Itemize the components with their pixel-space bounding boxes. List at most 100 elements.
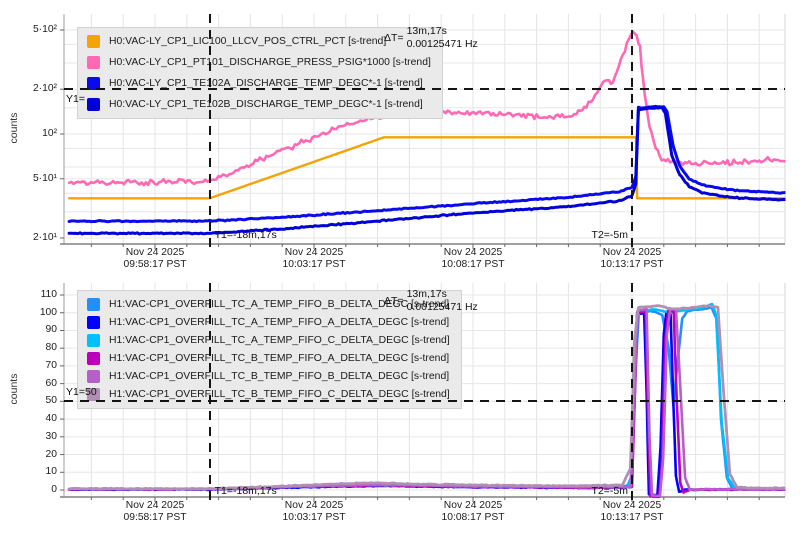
legend-item[interactable]: H0:VAC-LY_CP1_TE102A_DISCHARGE_TEMP_DEGC…	[87, 77, 431, 90]
delta-t-duration: 13m,17s	[406, 25, 447, 37]
series-line-te102a-discharge-temp	[67, 104, 786, 224]
y-axis-tick-label: 100	[39, 306, 57, 318]
tick-date: Nov 24 2025	[284, 247, 344, 258]
tick-date: Nov 24 2025	[602, 247, 662, 258]
cursor-t2-label: T2=-5m	[591, 485, 628, 497]
tick-date: Nov 24 2025	[125, 500, 185, 511]
delta-t-prefix: ΔT=	[384, 32, 404, 44]
y-axis-title: counts	[8, 373, 20, 405]
cursor-t2-line[interactable]	[631, 283, 633, 501]
y-axis-tick-label: 80	[45, 342, 57, 354]
tick-date: Nov 24 2025	[602, 500, 662, 511]
tick-time: 10:13:17 PST	[600, 512, 664, 523]
cursor-y1-label: Y1=50	[66, 386, 97, 398]
y-axis-tick-label: 2·10¹	[32, 232, 57, 243]
y-axis-tick-label: 5·10¹	[32, 172, 57, 184]
cursor-t1-label: T1=-18m,17s	[214, 229, 277, 241]
tick-time: 09:58:17 PST	[123, 259, 187, 270]
legend-item[interactable]: H1:VAC-CP1_OVERFILL_TC_B_TEMP_FIFO_C_DEL…	[87, 388, 450, 401]
tick-date: Nov 24 2025	[284, 500, 344, 511]
tick-date: Nov 24 2025	[443, 500, 503, 511]
legend-bottom: H1:VAC-CP1_OVERFILL_TC_A_TEMP_FIFO_B_DEL…	[77, 290, 462, 409]
cursor-y1-line[interactable]	[64, 88, 785, 91]
y-axis-tick-label: 40	[45, 413, 57, 425]
x-axis-tick-label: Nov 24 2025 10:08:17 PST	[425, 247, 521, 271]
y-axis-tick-label: 50	[45, 395, 57, 407]
y-axis-tick-label: 70	[45, 359, 57, 371]
x-axis-tick-label: Nov 24 2025 10:03:17 PST	[266, 500, 362, 524]
x-axis-tick-label: Nov 24 2025 09:58:17 PST	[107, 247, 203, 271]
tick-time: 10:03:17 PST	[282, 512, 346, 523]
delta-t-prefix: ΔT=	[384, 295, 404, 307]
legend-item-label: H0:VAC-LY_CP1_LIC100_LLCV_POS_CTRL_PCT […	[109, 36, 387, 47]
delta-t-frequency: 0.00125471 Hz	[406, 38, 478, 50]
y-axis-tick-label: 30	[45, 430, 57, 442]
tick-time: 10:03:17 PST	[282, 259, 346, 270]
legend-swatch	[87, 56, 100, 69]
y-axis-tick-label: 90	[45, 324, 57, 336]
cursor-y1-line[interactable]	[64, 400, 785, 403]
legend-item[interactable]: H1:VAC-CP1_OVERFILL_TC_B_TEMP_FIFO_A_DEL…	[87, 352, 450, 365]
x-axis-tick-label: Nov 24 2025 09:58:17 PST	[107, 500, 203, 524]
cursor-t1-label: T1=-18m,17s	[214, 485, 277, 497]
legend-item-label: H1:VAC-CP1_OVERFILL_TC_B_TEMP_FIFO_A_DEL…	[109, 353, 450, 364]
series-line-lic100-llcv-pos	[67, 136, 786, 200]
tick-time: 10:13:17 PST	[600, 259, 664, 270]
delta-t-frequency: 0.00125471 Hz	[406, 301, 478, 313]
legend-top: H0:VAC-LY_CP1_LIC100_LLCV_POS_CTRL_PCT […	[77, 27, 443, 119]
legend-swatch	[87, 35, 100, 48]
cursor-t2-label: T2=-5m	[591, 229, 628, 241]
delta-t-annotation: ΔT= 13m,17s 0.00125471 Hz	[384, 25, 478, 51]
legend-swatch	[87, 370, 100, 383]
legend-item-label: H0:VAC-LY_CP1_TE102B_DISCHARGE_TEMP_DEGC…	[109, 99, 423, 110]
legend-item[interactable]: H1:VAC-CP1_OVERFILL_TC_B_TEMP_FIFO_B_DEL…	[87, 370, 450, 383]
legend-item[interactable]: H1:VAC-CP1_OVERFILL_TC_A_TEMP_FIFO_A_DEL…	[87, 316, 450, 329]
y-axis-tick-label: 0	[51, 484, 57, 495]
y-axis-tick-label: 10²	[42, 128, 57, 139]
tick-time: 10:08:17 PST	[441, 512, 505, 523]
legend-item[interactable]: H1:VAC-CP1_OVERFILL_TC_A_TEMP_FIFO_B_DEL…	[87, 298, 450, 311]
y-axis-title: counts	[8, 112, 20, 144]
series-line-te102b-discharge-temp	[67, 106, 786, 236]
legend-item-label: H1:VAC-CP1_OVERFILL_TC_B_TEMP_FIFO_B_DEL…	[109, 371, 450, 382]
legend-item-label: H0:VAC-LY_CP1_PT101_DISCHARGE_PRESS_PSIG…	[109, 57, 431, 68]
y-axis-tick-label: 60	[45, 377, 57, 389]
legend-item[interactable]: H0:VAC-LY_CP1_TE102B_DISCHARGE_TEMP_DEGC…	[87, 98, 431, 111]
y-axis-tick-label: 5·10²	[32, 24, 57, 35]
legend-item[interactable]: H0:VAC-LY_CP1_LIC100_LLCV_POS_CTRL_PCT […	[87, 35, 431, 48]
legend-item-label: H1:VAC-CP1_OVERFILL_TC_A_TEMP_FIFO_C_DEL…	[109, 335, 450, 346]
tick-time: 09:58:17 PST	[123, 512, 187, 523]
legend-swatch	[87, 388, 100, 401]
delta-t-duration: 13m,17s	[406, 288, 447, 300]
cursor-t2-line[interactable]	[631, 14, 633, 248]
cursor-y1-label: Y1=	[66, 93, 85, 105]
legend-item-label: H1:VAC-CP1_OVERFILL_TC_A_TEMP_FIFO_A_DEL…	[109, 317, 450, 328]
y-axis-tick-label: 110	[40, 288, 57, 300]
legend-item[interactable]: H0:VAC-LY_CP1_PT101_DISCHARGE_PRESS_PSIG…	[87, 56, 431, 69]
legend-item[interactable]: H1:VAC-CP1_OVERFILL_TC_A_TEMP_FIFO_C_DEL…	[87, 334, 450, 347]
legend-item-label: H1:VAC-CP1_OVERFILL_TC_A_TEMP_FIFO_B_DEL…	[109, 299, 450, 310]
cursor-t1-line[interactable]	[208, 14, 211, 248]
tick-date: Nov 24 2025	[443, 247, 503, 258]
y-axis-tick-label: 10	[45, 466, 57, 478]
legend-swatch	[87, 352, 100, 365]
y-axis-tick-label: 20	[45, 448, 57, 460]
legend-swatch	[87, 316, 100, 329]
x-axis-tick-label: Nov 24 2025 10:03:17 PST	[266, 247, 362, 271]
cursor-t1-line[interactable]	[208, 283, 211, 501]
legend-swatch	[87, 298, 100, 311]
legend-swatch	[87, 334, 100, 347]
x-axis-tick-label: Nov 24 2025 10:13:17 PST	[584, 247, 680, 271]
y-axis-tick-label: 2·10²	[32, 83, 57, 95]
x-axis-tick-label: Nov 24 2025 10:13:17 PST	[584, 500, 680, 524]
legend-swatch	[87, 77, 100, 90]
legend-swatch	[87, 98, 100, 111]
delta-t-annotation: ΔT= 13m,17s 0.00125471 Hz	[384, 288, 478, 314]
tick-time: 10:08:17 PST	[441, 259, 505, 270]
series-line-tc-b-fifo-c-delta	[67, 304, 786, 491]
x-axis-tick-label: Nov 24 2025 10:08:17 PST	[425, 500, 521, 524]
tick-date: Nov 24 2025	[125, 247, 185, 258]
legend-item-label: H1:VAC-CP1_OVERFILL_TC_B_TEMP_FIFO_C_DEL…	[109, 389, 450, 400]
legend-item-label: H0:VAC-LY_CP1_TE102A_DISCHARGE_TEMP_DEGC…	[109, 78, 423, 89]
